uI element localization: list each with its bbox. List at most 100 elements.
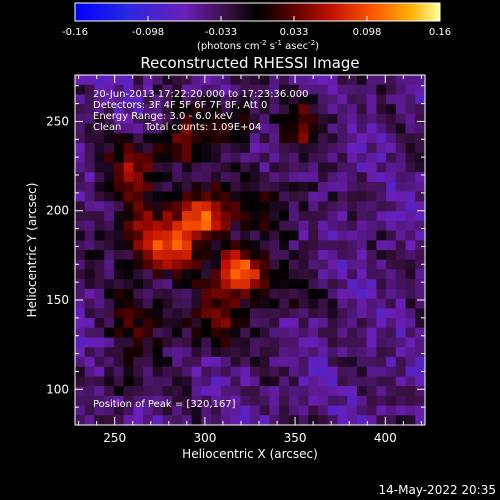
heatmap-cell: [288, 356, 300, 368]
heatmap-cell: [347, 201, 358, 212]
heatmap-cell: [269, 337, 280, 348]
heatmap-cell: [395, 152, 407, 164]
heatmap-cell: [201, 415, 212, 425]
heatmap-cell: [123, 298, 134, 309]
heatmap-cell: [347, 259, 358, 271]
heatmap-cell: [259, 201, 271, 212]
heatmap-cell: [279, 162, 290, 173]
heatmap-cell: [104, 327, 115, 339]
heatmap-cell: [347, 240, 358, 251]
heatmap-cell: [133, 366, 144, 377]
heatmap-cell: [386, 123, 397, 134]
heatmap-cell: [279, 327, 290, 339]
heatmap-cell: [318, 356, 329, 368]
heatmap-cell: [104, 308, 115, 319]
heatmap-cell: [347, 269, 358, 280]
annotation-time-range: 20-Jun-2013 17:22:20.000 to 17:23:36.000: [93, 89, 309, 100]
heatmap-cell: [181, 201, 193, 212]
heatmap-cell: [75, 162, 86, 173]
heatmap-cell: [279, 230, 290, 241]
heatmap-cell: [94, 211, 105, 222]
heatmap-cell: [356, 250, 368, 261]
heatmap-cell: [104, 191, 115, 202]
heatmap-cell: [395, 181, 407, 193]
heatmap-cell: [279, 308, 290, 319]
heatmap-cell: [366, 250, 377, 261]
heatmap-cell: [395, 220, 407, 232]
heatmap-cell: [366, 366, 377, 377]
heatmap-cell: [152, 347, 164, 358]
heatmap-cell: [181, 337, 193, 348]
heatmap-cell: [405, 84, 416, 96]
heatmap-cell: [230, 123, 241, 134]
heatmap-cell: [201, 181, 212, 193]
heatmap-cell: [84, 113, 96, 125]
heatmap-cell: [376, 220, 387, 232]
heatmap-cell: [123, 376, 134, 387]
heatmap-cell: [240, 288, 251, 300]
heatmap-cell: [327, 288, 339, 300]
heatmap-cell: [181, 269, 193, 280]
heatmap-cell: [201, 288, 212, 300]
heatmap-cell: [288, 395, 300, 407]
heatmap-cell: [181, 211, 193, 222]
heatmap-cell: [230, 298, 241, 309]
heatmap-cell: [211, 211, 222, 222]
heatmap-cell: [269, 386, 280, 397]
heatmap-cell: [84, 356, 96, 368]
heatmap-cell: [395, 366, 407, 377]
heatmap-cell: [113, 366, 125, 377]
heatmap-cell: [75, 308, 86, 319]
heatmap-cell: [337, 143, 348, 154]
heatmap-cell: [201, 376, 212, 387]
heatmap-cell: [94, 84, 105, 96]
heatmap-cell: [415, 133, 425, 144]
heatmap-cell: [386, 356, 397, 368]
heatmap-cell: [191, 259, 202, 271]
heatmap-cell: [104, 395, 115, 407]
heatmap-cell: [133, 395, 144, 407]
heatmap-cell: [386, 113, 397, 125]
heatmap-cell: [259, 84, 271, 96]
heatmap-cell: [143, 75, 154, 86]
heatmap-cell: [347, 94, 358, 105]
heatmap-cell: [75, 104, 86, 115]
colorbar-unit-label: (photons cm-2 s-1 asec-2): [197, 39, 319, 52]
heatmap-cell: [415, 415, 425, 425]
heatmap-cell: [94, 201, 105, 212]
heatmap-cell: [327, 113, 339, 125]
heatmap-cell: [191, 230, 202, 241]
heatmap-cell: [162, 220, 173, 232]
heatmap-cell: [162, 94, 173, 105]
heatmap-cell: [288, 250, 300, 261]
heatmap-cell: [240, 230, 251, 241]
heatmap-cell: [259, 133, 271, 144]
heatmap-cell: [376, 250, 387, 261]
heatmap-cell: [327, 269, 339, 280]
heatmap-cell: [318, 318, 329, 329]
heatmap-cell: [113, 152, 125, 164]
heatmap-cell: [386, 201, 397, 212]
heatmap-cell: [84, 405, 96, 416]
heatmap-cell: [269, 133, 280, 144]
heatmap-cell: [123, 84, 134, 96]
heatmap-cell: [211, 172, 222, 183]
heatmap-cell: [288, 366, 300, 377]
heatmap-cell: [94, 133, 105, 144]
heatmap-cell: [133, 405, 144, 416]
heatmap-cell: [230, 318, 241, 329]
heatmap-cell: [318, 191, 329, 202]
heatmap-cell: [356, 240, 368, 251]
heatmap-cell: [356, 230, 368, 241]
heatmap-cell: [337, 172, 348, 183]
heatmap-cell: [84, 318, 96, 329]
heatmap-cell: [104, 250, 115, 261]
heatmap-cell: [201, 113, 212, 125]
heatmap-cell: [220, 366, 232, 377]
heatmap-cell: [405, 75, 416, 86]
heatmap-cell: [84, 376, 96, 387]
heatmap-cell: [376, 376, 387, 387]
heatmap-cell: [405, 259, 416, 271]
heatmap-cell: [327, 220, 339, 232]
heatmap-cell: [250, 356, 261, 368]
